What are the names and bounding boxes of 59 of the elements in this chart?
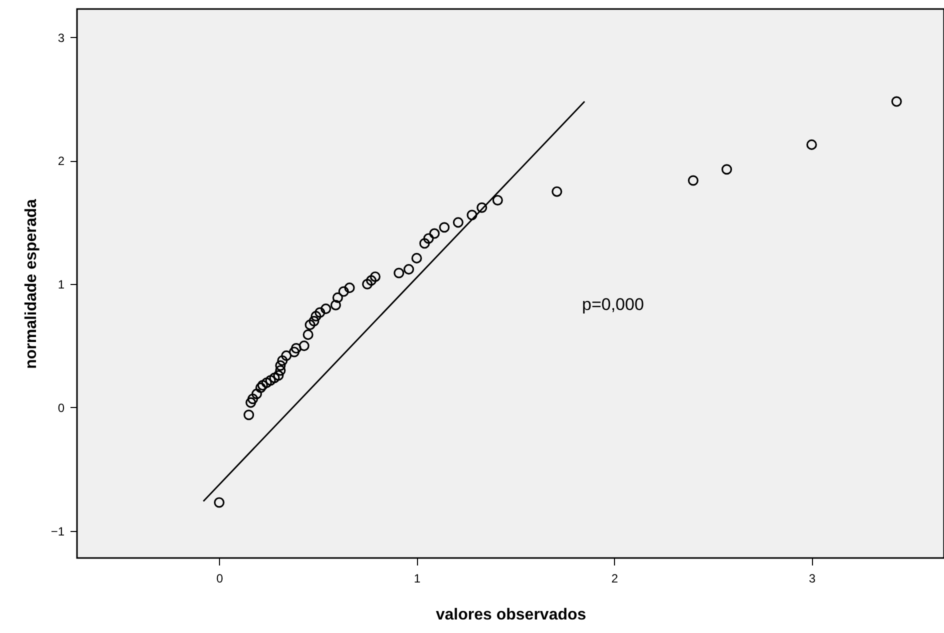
point — [281, 350, 292, 361]
y-tick-label: 0 — [58, 400, 65, 415]
x-tick-label: 1 — [414, 572, 421, 586]
point — [721, 164, 732, 175]
point — [275, 365, 286, 376]
y-tick-label: 1 — [58, 278, 65, 292]
point — [246, 397, 256, 408]
point — [244, 410, 254, 420]
y-tick-label: 3 — [58, 30, 65, 45]
point — [275, 360, 286, 371]
point — [362, 278, 373, 290]
point — [290, 343, 302, 354]
point — [419, 238, 430, 249]
x-tick-label: 3 — [808, 572, 816, 586]
point — [277, 355, 288, 366]
point — [891, 96, 902, 107]
point — [338, 286, 349, 297]
point — [411, 252, 422, 264]
point — [330, 300, 341, 310]
point — [806, 139, 817, 150]
point — [476, 202, 488, 213]
y-tick-label: −1 — [50, 524, 65, 538]
point — [492, 194, 503, 206]
point — [308, 316, 320, 326]
point — [251, 388, 262, 400]
point — [366, 275, 377, 286]
point — [257, 380, 268, 391]
x-tick-label: 0 — [216, 572, 224, 586]
point — [314, 307, 326, 318]
point — [302, 329, 314, 340]
x-axis-title: valores observados — [436, 606, 586, 624]
point — [439, 222, 450, 233]
y-axis-title: normalidade esperada — [22, 198, 40, 369]
point — [344, 282, 355, 294]
point — [261, 378, 272, 388]
point — [298, 340, 310, 352]
point — [423, 233, 434, 244]
point — [429, 228, 440, 239]
point — [320, 304, 332, 314]
point — [265, 375, 276, 386]
point — [452, 217, 464, 228]
point — [269, 372, 280, 384]
point — [370, 271, 380, 282]
point — [214, 497, 224, 508]
point — [332, 292, 343, 303]
point — [466, 210, 478, 220]
point — [273, 370, 284, 381]
point — [394, 268, 404, 278]
point — [310, 310, 322, 322]
point — [688, 175, 698, 186]
point — [248, 394, 258, 404]
x-tick-label: 2 — [611, 572, 618, 586]
annotation: p=0,000 — [582, 295, 644, 314]
point — [404, 264, 414, 275]
y-tick-label: 2 — [58, 154, 65, 168]
point — [552, 186, 562, 197]
point — [304, 320, 316, 330]
point — [288, 346, 300, 358]
point — [255, 382, 266, 394]
